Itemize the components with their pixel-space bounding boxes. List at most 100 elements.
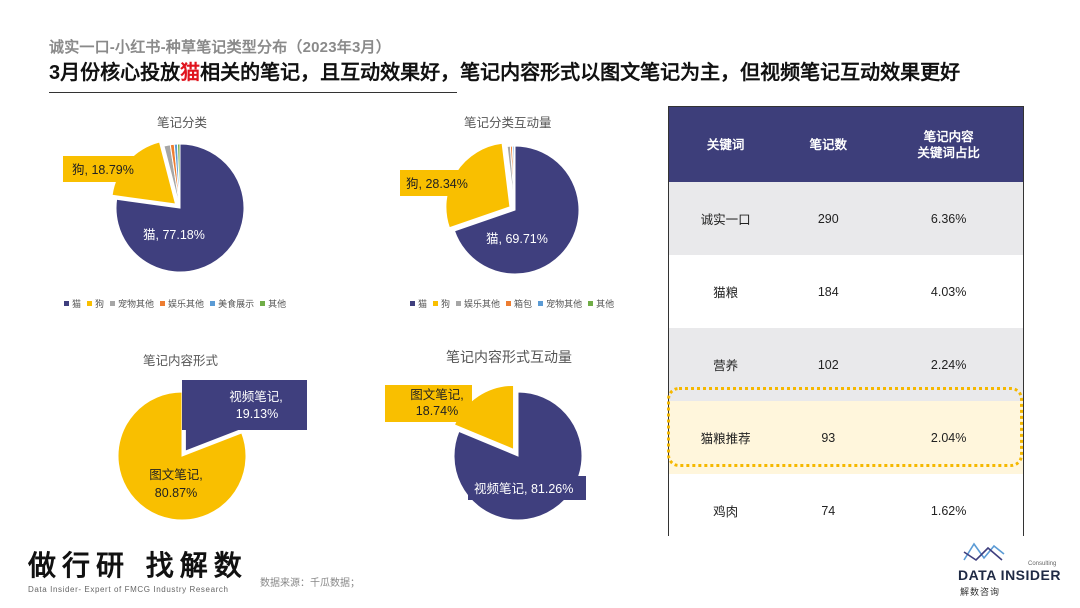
legend-label: 美食展示 (218, 299, 255, 309)
legend-label: 箱包 (514, 299, 533, 309)
legend-label: 猫 (72, 299, 82, 309)
legend-item: 美食展示 (210, 297, 254, 310)
cell-keyword: 猫粮推荐 (669, 401, 783, 474)
col-count: 笔记数 (782, 107, 875, 182)
chart3-video-label-1: 视频笔记, (229, 389, 282, 404)
report-subtitle: 诚实一口-小红书-种草笔记类型分布（2023年3月） (49, 39, 391, 56)
legend-item: 娱乐其他 (456, 297, 500, 310)
chart4-video-label-box (468, 476, 586, 500)
chart3-title: 笔记内容形式 (143, 354, 219, 368)
legend-item: 宠物其他 (110, 297, 154, 310)
legend-item: 其他 (260, 297, 286, 310)
pie-charts-canvas: 狗, 18.79% 猫, 77.18% 狗, 28.34% 猫, 69.71% … (63, 141, 586, 521)
legend-label: 其他 (268, 299, 287, 309)
chart2-dog-label: 狗, 28.34% (406, 177, 468, 191)
chart3-video-label-2: 19.13% (236, 407, 278, 421)
cell-count: 93 (782, 401, 875, 474)
legend-label: 其他 (596, 299, 615, 309)
cell-ratio: 2.04% (874, 401, 1023, 474)
legend-item: 猫 (64, 297, 81, 310)
table-header-row: 关键词 笔记数 笔记内容 关键词占比 (669, 107, 1023, 182)
legend-item: 其他 (588, 297, 614, 310)
pie-slice-图文笔记 (117, 391, 247, 521)
cell-keyword: 诚实一口 (669, 182, 783, 255)
chart1-dog-label: 狗, 18.79% (72, 163, 134, 177)
chart4-image-label-box (385, 385, 472, 422)
cell-count: 74 (782, 474, 875, 547)
chart2-legend: 猫 狗 娱乐其他 箱包 宠物其他 其他 (410, 297, 614, 310)
legend-swatch (433, 301, 439, 306)
cell-count: 290 (782, 182, 875, 255)
legend-swatch (160, 301, 166, 306)
brand-slogan: 做行研 找解数 (28, 549, 248, 582)
pie-note-category-engagement (445, 142, 580, 275)
legend-item: 狗 (433, 297, 450, 310)
cell-ratio: 6.36% (874, 182, 1023, 255)
logo-name: DATA INSIDER (958, 567, 1061, 583)
highlight-dotted-frame (667, 387, 1023, 467)
legend-label: 娱乐其他 (464, 299, 501, 309)
legend-label: 狗 (441, 299, 451, 309)
table-row: 鸡肉 74 1.62% (669, 474, 1023, 547)
chart4-image-label-2: 18.74% (416, 404, 458, 418)
headline-highlight: 猫 (180, 62, 201, 84)
chart4-title: 笔记内容形式互动量 (446, 349, 572, 365)
cell-count: 184 (782, 255, 875, 328)
headline-pre: 3月份核心投放 (49, 62, 181, 84)
col-ratio: 笔记内容 关键词占比 (874, 107, 1023, 182)
data-source-note: 数据来源：千瓜数据； (260, 578, 360, 589)
logo-cn-name: 解数咨询 (960, 587, 1001, 597)
cell-ratio: 1.62% (874, 474, 1023, 547)
legend-swatch (64, 301, 69, 306)
logo-consulting-text: Consulting (1028, 561, 1057, 567)
brand-tagline: Data Insider- Expert of FMCG Industry Re… (28, 585, 229, 594)
chart1-title: 笔记分类 (157, 116, 208, 130)
legend-item: 娱乐其他 (160, 297, 204, 310)
legend-label: 宠物其他 (118, 299, 155, 309)
chart3-image-label-1: 图文笔记, (149, 467, 202, 482)
keyword-table: 关键词 笔记数 笔记内容 关键词占比 诚实一口 290 6.36% 猫粮 184 … (668, 106, 1024, 547)
legend-swatch (87, 301, 93, 306)
legend-swatch (588, 301, 594, 306)
headline-post: 相关的笔记，且互动效果好，笔记内容形式以图文笔记为主，但视频笔记互动效果更好 (200, 62, 961, 84)
data-insider-logo-icon (963, 542, 1005, 562)
legend-swatch (260, 301, 266, 306)
legend-swatch (538, 301, 544, 306)
page-headline: 3月份核心投放猫相关的笔记，且互动效果好，笔记内容形式以图文笔记为主，但视频笔记… (49, 56, 960, 85)
pie-slice-其他 (513, 145, 516, 211)
chart1-dog-label-box (63, 156, 157, 182)
chart2-dog-label-box (400, 170, 494, 196)
header-rule (49, 92, 457, 93)
chart3-image-label-2: 80.87% (155, 486, 197, 500)
col-ratio-line1: 笔记内容 (923, 129, 974, 144)
legend-label: 宠物其他 (546, 299, 583, 309)
legend-swatch (456, 301, 462, 306)
table-row: 诚实一口 290 6.36% (669, 182, 1023, 255)
legend-swatch (410, 301, 415, 306)
pie-slice-猫 (453, 145, 580, 275)
chart4-image-label-1: 图文笔记, (410, 387, 463, 402)
table-row: 猫粮 184 4.03% (669, 255, 1023, 328)
legend-swatch (506, 301, 512, 306)
legend-item: 宠物其他 (538, 297, 582, 310)
chart4-video-label: 视频笔记, 81.26% (474, 481, 573, 496)
chart2-cat-label: 猫, 69.71% (486, 232, 548, 246)
cell-keyword: 鸡肉 (669, 474, 783, 547)
legend-item: 狗 (87, 297, 104, 310)
keyword-table-grid: 关键词 笔记数 笔记内容 关键词占比 诚实一口 290 6.36% 猫粮 184 … (669, 107, 1023, 547)
cell-ratio: 4.03% (874, 255, 1023, 328)
chart3-video-label-box (182, 380, 307, 430)
legend-label: 猫 (418, 299, 428, 309)
legend-label: 娱乐其他 (168, 299, 205, 309)
cell-keyword: 猫粮 (669, 255, 783, 328)
col-keyword: 关键词 (669, 107, 783, 182)
chart1-legend: 猫 狗 宠物其他 娱乐其他 美食展示 其他 (64, 297, 286, 310)
legend-item: 猫 (410, 297, 427, 310)
legend-label: 狗 (95, 299, 105, 309)
legend-swatch (210, 301, 216, 306)
chart1-cat-label: 猫, 77.18% (143, 228, 205, 242)
legend-item: 箱包 (506, 297, 532, 310)
col-ratio-line2: 关键词占比 (917, 145, 980, 160)
pie-slice-其他 (176, 143, 181, 209)
legend-swatch (110, 301, 116, 306)
